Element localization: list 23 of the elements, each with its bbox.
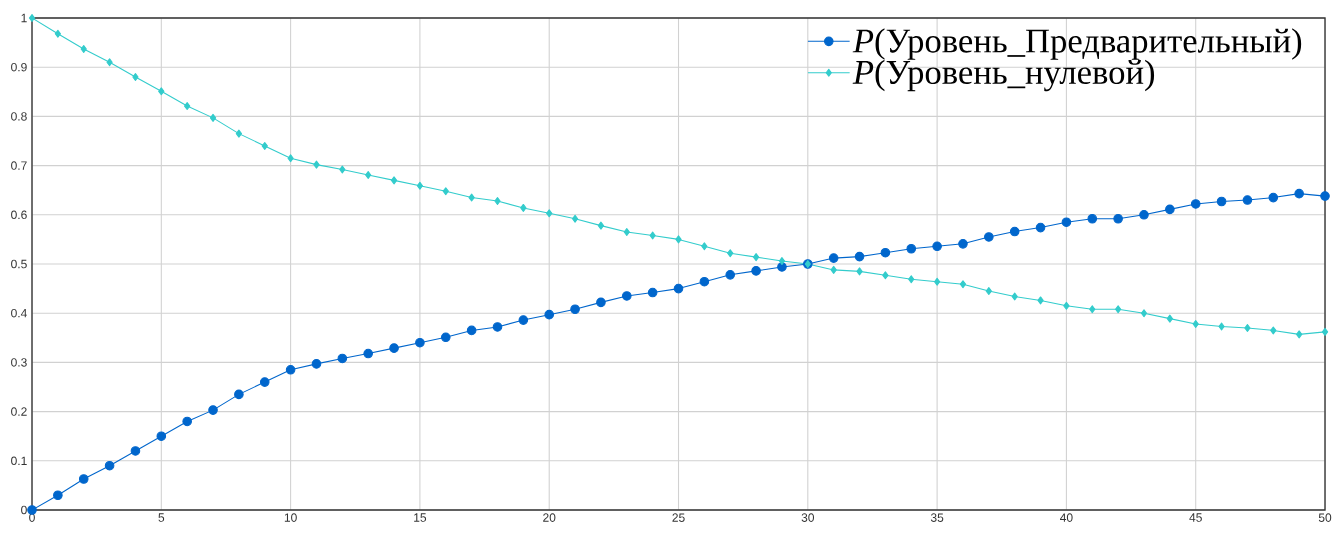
x-tick-label: 45 [1189,513,1202,522]
x-tick-label: 5 [158,513,165,522]
y-tick-label: 0.1 [11,456,27,466]
y-tick-label: 0.8 [11,112,27,121]
y-tick-label: 0.2 [11,407,27,416]
y-tick-label: 0.7 [11,161,27,170]
y-tick-label: 0.3 [11,358,27,367]
x-tick-label: 20 [543,513,556,522]
y-tick-label: 0.4 [11,308,27,318]
x-tick-label: 30 [801,513,815,522]
x-tick-label: 25 [672,513,685,522]
legend-label: P(Уровень_нулевой) [852,59,1155,92]
x-tick-label: 15 [414,513,427,522]
y-tick-label: 0.5 [11,259,27,269]
legend-label: P(Уровень_Предварительный) [852,28,1302,60]
x-tick-label: 10 [284,513,297,522]
x-tick-label: 40 [1060,513,1073,522]
y-tick-label: 0.6 [11,210,27,220]
x-tick-label: 35 [930,513,944,522]
x-tick-label: 50 [1318,513,1332,522]
y-tick-label: 0.9 [11,62,27,72]
y-tick-label: 0 [21,505,27,515]
y-tick-label: 1 [21,13,27,23]
